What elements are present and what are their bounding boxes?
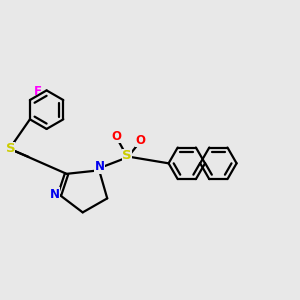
Text: S: S [6,142,15,155]
Text: O: O [112,130,122,143]
Text: N: N [50,188,60,201]
Text: N: N [95,160,105,173]
Text: F: F [34,85,42,98]
Text: O: O [135,134,145,147]
Text: S: S [122,149,132,162]
